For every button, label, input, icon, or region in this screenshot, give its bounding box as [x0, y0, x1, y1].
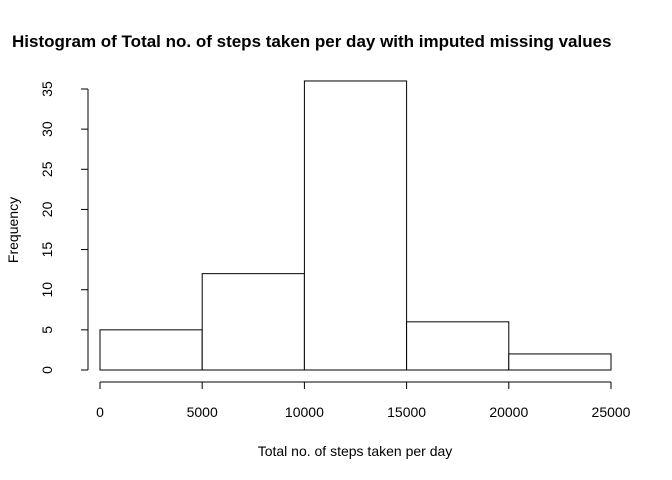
y-tick-label: 20	[39, 201, 55, 217]
x-tick-label: 0	[96, 404, 104, 420]
y-tick-label: 35	[39, 81, 55, 97]
histogram-bar	[406, 321, 510, 371]
x-tick-label: 5000	[187, 404, 218, 420]
x-axis: 0 5000 10000 15000 20000 25000	[96, 381, 631, 420]
y-axis-label: Frequency	[5, 197, 21, 263]
y-tick-label: 25	[39, 161, 55, 177]
histogram-bar	[508, 353, 612, 371]
histogram-bar	[201, 273, 305, 371]
y-tick-label: 30	[39, 121, 55, 137]
x-tick-label: 10000	[285, 404, 324, 420]
y-tick-label: 10	[39, 282, 55, 298]
x-tick-label: 15000	[387, 404, 426, 420]
x-tick-label: 20000	[489, 404, 528, 420]
histogram-bar	[99, 329, 203, 371]
histogram-bar	[303, 80, 408, 371]
y-tick-label: 0	[39, 366, 55, 374]
y-tick-label: 5	[39, 326, 55, 334]
x-tick-label: 25000	[592, 404, 631, 420]
y-tick-label: 15	[39, 242, 55, 258]
x-axis-label: Total no. of steps taken per day	[258, 443, 453, 459]
chart-title: Histogram of Total no. of steps taken pe…	[12, 32, 612, 51]
y-axis: 0 5 10 15 20 25 30 35	[39, 81, 89, 374]
histogram-bars	[99, 80, 612, 371]
